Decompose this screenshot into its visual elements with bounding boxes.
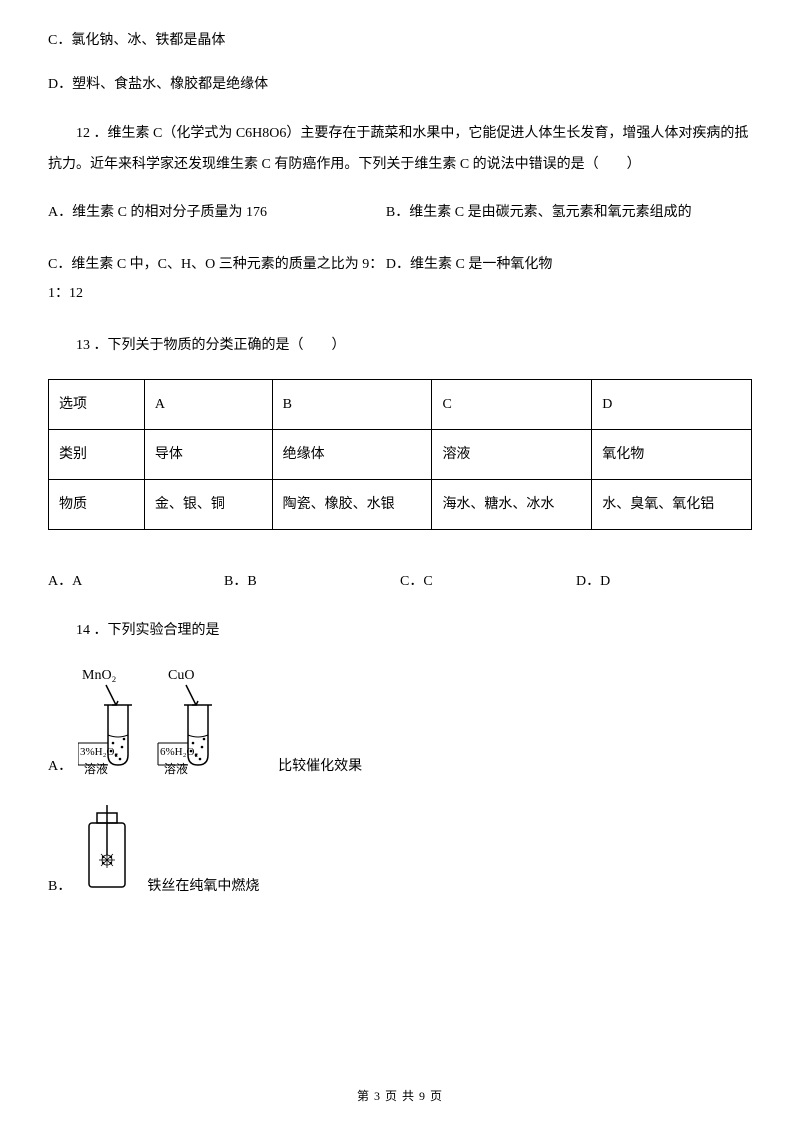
- q13-option-a: A．A: [48, 570, 224, 590]
- cell: 氧化物: [592, 430, 752, 480]
- svg-text:CuO: CuO: [168, 668, 194, 683]
- q13-table: 选项 A B C D 类别 导体 绝缘体 溶液 氧化物 物质 金、银、铜 陶瓷、…: [48, 379, 752, 530]
- cell: A: [144, 380, 272, 430]
- table-row: 类别 导体 绝缘体 溶液 氧化物: [49, 430, 752, 480]
- cell: 水、臭氧、氧化铝: [592, 480, 752, 530]
- q14-option-b-caption: 铁丝在纯氧中燃烧: [147, 875, 259, 895]
- cell: C: [432, 380, 592, 430]
- q12-options-row2: C．维生素 C 中，C、H、O 三种元素的质量之比为 9：1：12 D．维生素 …: [48, 250, 752, 309]
- q14-stem: 14 ．下列实验合理的是: [48, 616, 752, 647]
- q12-stem: 12 ．维生素 C（化学式为 C6H8O6）主要存在于蔬菜和水果中，它能促进人体…: [48, 119, 752, 181]
- cell: 类别: [49, 430, 145, 480]
- svg-text:MnO₂: MnO₂: [82, 668, 117, 683]
- q13-option-c: C．C: [400, 570, 576, 590]
- q12-option-c: C．维生素 C 中，C、H、O 三种元素的质量之比为 9：1：12: [48, 250, 386, 309]
- svg-text:溶液: 溶液: [84, 761, 108, 775]
- svg-text:6%H₂O₂: 6%H₂O₂: [160, 746, 198, 758]
- svg-text:溶液: 溶液: [164, 761, 188, 775]
- q14-option-a-caption: 比较催化效果: [278, 755, 362, 775]
- cell: B: [272, 380, 432, 430]
- cell: 陶瓷、橡胶、水银: [272, 480, 432, 530]
- q14-option-a-label: A．: [48, 755, 72, 775]
- q14-option-b-label: B．: [48, 875, 71, 895]
- table-row: 选项 A B C D: [49, 380, 752, 430]
- cell: 绝缘体: [272, 430, 432, 480]
- cell: 导体: [144, 430, 272, 480]
- q13-stem: 13 ．下列关于物质的分类正确的是（ ）: [48, 331, 752, 362]
- cell: 溶液: [432, 430, 592, 480]
- cell: 海水、糖水、冰水: [432, 480, 592, 530]
- svg-text:3%H₂O₂: 3%H₂O₂: [80, 746, 118, 758]
- gas-jar-icon: [77, 805, 137, 895]
- experiment-tubes-icon: MnO₂ CuO 3%H₂O₂ 溶液: [78, 665, 268, 775]
- cell: D: [592, 380, 752, 430]
- q13-option-b: B．B: [224, 570, 400, 590]
- q12-option-d: D．维生素 C 是一种氧化物: [386, 250, 752, 309]
- q12-option-b: B．维生素 C 是由碳元素、氢元素和氧元素组成的: [386, 198, 752, 227]
- q11-option-c: C．氯化钠、冰、铁都是晶体: [48, 30, 752, 52]
- cell: 选项: [49, 380, 145, 430]
- q14-option-b-row: B． 铁丝在纯氧中燃烧: [48, 805, 752, 895]
- q11-option-d: D．塑料、食盐水、橡胶都是绝缘体: [48, 74, 752, 96]
- table-row: 物质 金、银、铜 陶瓷、橡胶、水银 海水、糖水、冰水 水、臭氧、氧化铝: [49, 480, 752, 530]
- q13-options: A．A B．B C．C D．D: [48, 570, 752, 590]
- q14-option-a-row: A． MnO₂ CuO 3%H₂O₂: [48, 665, 752, 775]
- cell: 金、银、铜: [144, 480, 272, 530]
- q12-option-a: A．维生素 C 的相对分子质量为 176: [48, 198, 386, 227]
- cell: 物质: [49, 480, 145, 530]
- q12-options-row1: A．维生素 C 的相对分子质量为 176 B．维生素 C 是由碳元素、氢元素和氧…: [48, 198, 752, 227]
- page-footer: 第 3 页 共 9 页: [0, 1087, 800, 1104]
- q13-option-d: D．D: [576, 570, 752, 590]
